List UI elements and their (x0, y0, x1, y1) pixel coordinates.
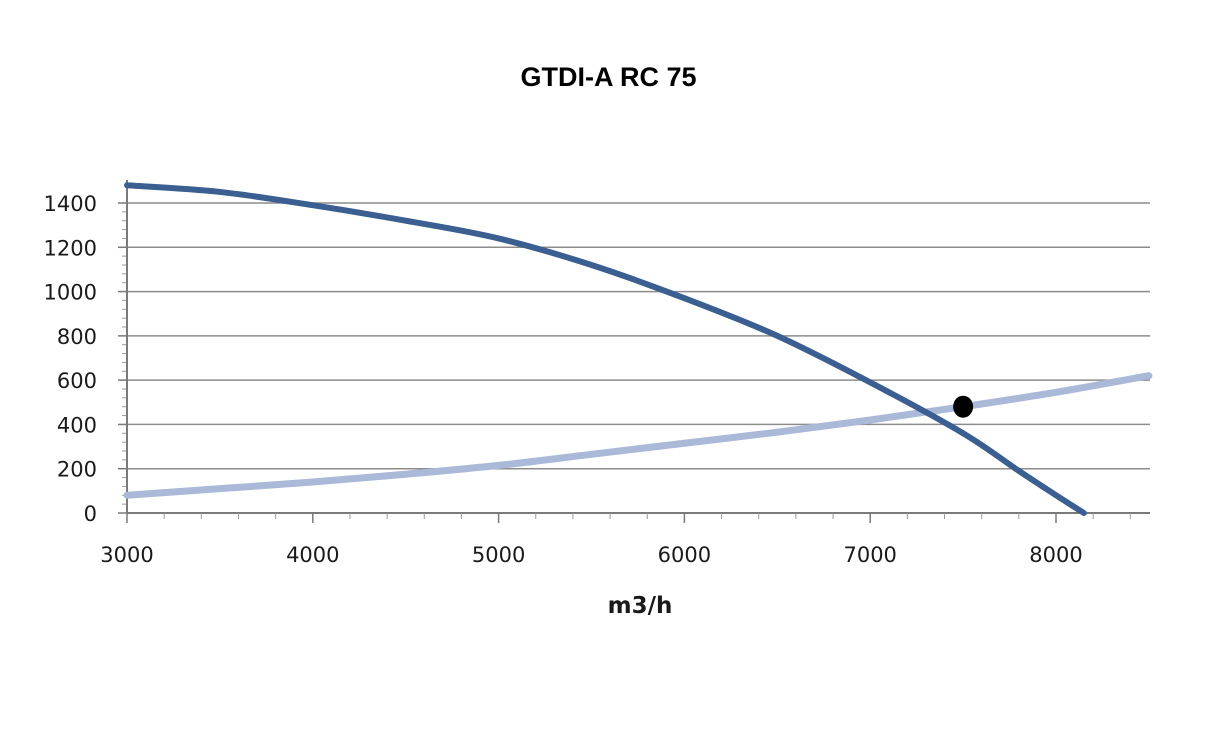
series-line-2 (123, 372, 1153, 499)
y-tick-label: 1400 (44, 192, 97, 216)
y-tick-label: 800 (57, 325, 97, 349)
y-tick-label: 400 (57, 413, 97, 437)
x-tick-label: 3000 (100, 543, 153, 567)
grid-lines (127, 202, 1150, 470)
operating-point (953, 395, 974, 418)
x-axis-title: m3/h (608, 593, 673, 619)
x-tick-label: 8000 (1029, 543, 1082, 567)
y-tick-label: 1200 (44, 236, 97, 260)
y-tick-label: 1000 (44, 281, 97, 305)
y-tick-label: 200 (57, 458, 97, 482)
tick-labels: 0 200 400 600 800 1000 1200 1400 3000 4000 5000 600… (44, 192, 1083, 567)
x-tick-label: 5000 (472, 543, 525, 567)
y-tick-label: 0 (84, 502, 97, 526)
chart-axes (118, 180, 1150, 523)
chart-title: GTDI-A RC 75 (520, 62, 697, 92)
y-tick-label: 600 (57, 369, 97, 393)
chart-series (123, 182, 1153, 516)
chart-markers (953, 395, 974, 418)
x-tick-label: 7000 (843, 543, 896, 567)
x-tick-label: 6000 (658, 543, 711, 567)
series-line-1 (124, 182, 1087, 516)
x-tick-label: 4000 (286, 543, 339, 567)
